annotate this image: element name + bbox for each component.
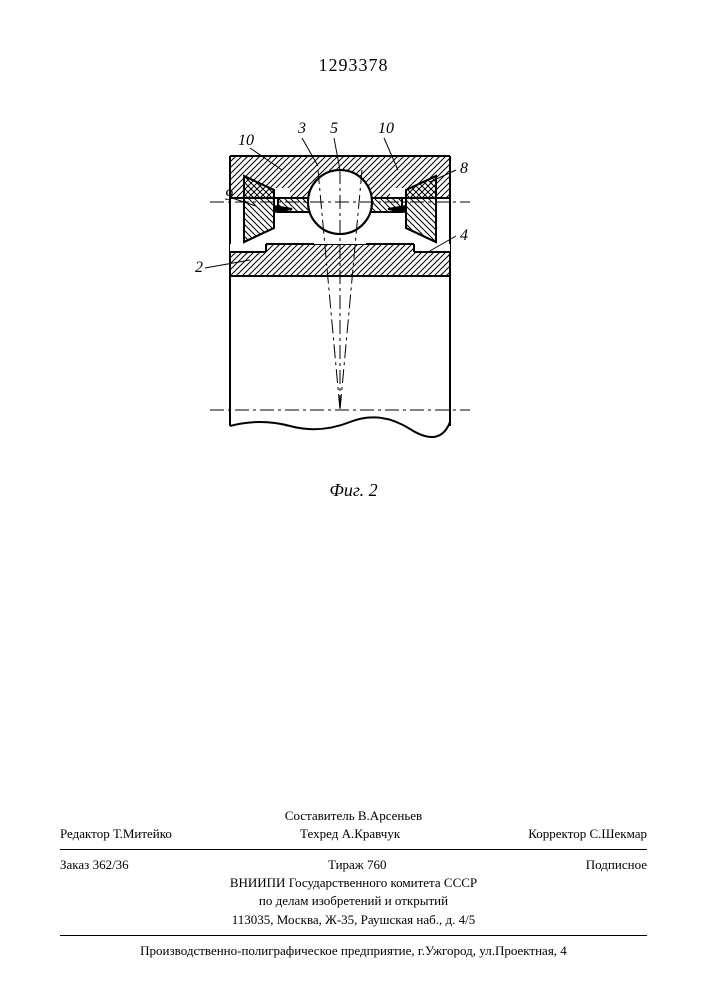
compiler-label: Составитель bbox=[285, 808, 355, 823]
org-line-2: по делам изобретений и открытий bbox=[60, 892, 647, 910]
address: 113035, Москва, Ж-35, Раушская наб., д. … bbox=[60, 911, 647, 929]
print-run-label: Тираж bbox=[328, 857, 364, 872]
org-line-1: ВНИИПИ Государственного комитета СССР bbox=[60, 874, 647, 892]
figure-caption: Фиг. 2 bbox=[0, 480, 707, 501]
editor-label: Редактор bbox=[60, 826, 110, 841]
svg-text:2: 2 bbox=[195, 259, 203, 276]
print-run-value: 760 bbox=[367, 857, 387, 872]
corrector-name: С.Шекмар bbox=[589, 826, 647, 841]
svg-text:10: 10 bbox=[238, 132, 254, 149]
corrector-label: Корректор bbox=[528, 826, 586, 841]
svg-text:8: 8 bbox=[460, 160, 468, 177]
page: 1293378 2 3 4 5 8 9 10 10 Фиг. 2 bbox=[0, 0, 707, 1000]
subscription-label: Подписное bbox=[586, 856, 647, 874]
divider-icon bbox=[60, 849, 647, 850]
svg-text:3: 3 bbox=[297, 120, 306, 137]
svg-text:5: 5 bbox=[330, 120, 338, 137]
order-row: Заказ 362/36 Тираж 760 Подписное bbox=[60, 856, 647, 874]
imprint-block: Составитель В.Арсеньев Редактор Т.Митейк… bbox=[60, 807, 647, 960]
order-label: Заказ bbox=[60, 857, 89, 872]
figure-svg: 2 3 4 5 8 9 10 10 bbox=[170, 120, 530, 470]
divider-icon bbox=[60, 935, 647, 936]
svg-text:9: 9 bbox=[225, 187, 233, 204]
svg-text:10: 10 bbox=[378, 120, 394, 137]
editor-name: Т.Митейко bbox=[113, 826, 172, 841]
document-number: 1293378 bbox=[0, 55, 707, 76]
printer-line: Производственно-полиграфическое предприя… bbox=[60, 942, 647, 960]
figure: 2 3 4 5 8 9 10 10 bbox=[170, 120, 530, 470]
tech-editor-name: А.Кравчук bbox=[342, 826, 401, 841]
tech-editor-label: Техред bbox=[300, 826, 338, 841]
svg-text:4: 4 bbox=[460, 227, 468, 244]
order-number: 362/36 bbox=[93, 857, 129, 872]
editors-row: Редактор Т.Митейко Техред А.Кравчук Корр… bbox=[60, 825, 647, 843]
compiler-name: В.Арсеньев bbox=[358, 808, 422, 823]
compiler-row: Составитель В.Арсеньев bbox=[60, 807, 647, 825]
